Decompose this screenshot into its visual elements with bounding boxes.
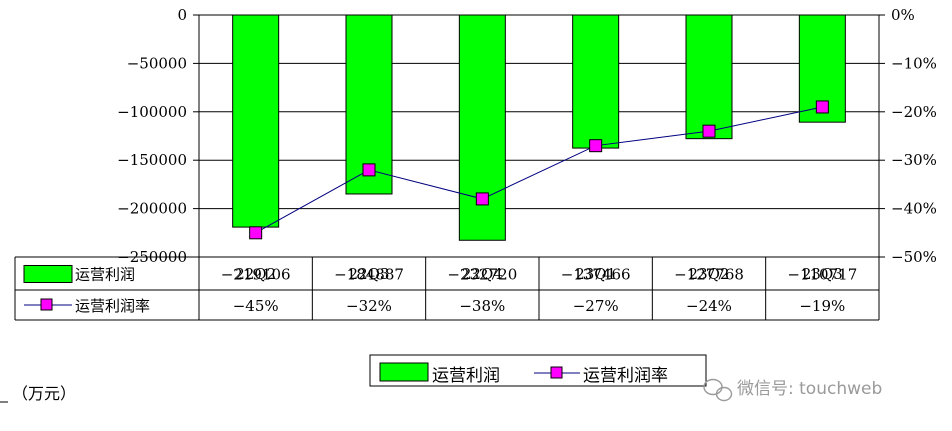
x-tick-label: 23Q1 xyxy=(575,265,616,283)
watermark-text: 微信号: touchweb xyxy=(737,379,882,399)
y2-tick-label: −20% xyxy=(891,103,937,121)
table-bar-swatch xyxy=(23,265,73,283)
bar-series xyxy=(232,14,846,241)
table-marker-swatch xyxy=(40,298,53,311)
legend-label-line: 运营利润率 xyxy=(583,366,668,386)
y-tick-label: −50000 xyxy=(127,54,187,72)
legend-box: 运营利润 运营利润率 xyxy=(369,354,707,387)
legend-marker-swatch xyxy=(550,366,563,379)
x-tick-label: 22Q2 xyxy=(235,265,276,283)
marker-22Q3 xyxy=(362,163,376,177)
y2-tick-label: −30% xyxy=(891,151,937,169)
table-row-label: 运营利润率 xyxy=(75,297,150,315)
marker-22Q2 xyxy=(249,226,263,240)
table-cell: −38% xyxy=(459,297,505,315)
table-row-label: 运营利润 xyxy=(75,266,135,284)
y2-tick-label: −50% xyxy=(891,248,937,266)
bar-23Q2 xyxy=(685,14,733,140)
table-cell: −27% xyxy=(573,297,619,315)
bar-23Q1 xyxy=(572,14,620,149)
table-cell: −137466 xyxy=(561,266,631,284)
y2-tick-label: −10% xyxy=(891,54,937,72)
x-tick-label: 22Q4 xyxy=(462,265,503,283)
table-cell: −110717 xyxy=(787,266,857,284)
grid-lines xyxy=(199,14,879,210)
bar-22Q2 xyxy=(232,14,280,228)
marker-23Q3 xyxy=(815,100,829,114)
data-table: 22Q2 22Q3 22Q4 23Q1 23Q2 23Q3 运营利润 −219106 −1848… xyxy=(14,256,880,321)
x-tick-label: 23Q2 xyxy=(689,265,730,283)
legend-bar-swatch xyxy=(379,362,429,382)
marker-22Q4 xyxy=(475,192,489,206)
table-cell: −232720 xyxy=(447,266,517,284)
y-tick-label: 0 xyxy=(177,6,187,24)
legend-label-bar: 运营利润 xyxy=(432,366,500,386)
bar-22Q4 xyxy=(458,14,506,241)
table-cell: −24% xyxy=(686,297,732,315)
y2-tick-label: 0% xyxy=(891,6,915,24)
wechat-icon xyxy=(703,378,733,402)
y-tick-label: −100000 xyxy=(117,103,187,121)
x-tick-label: 22Q3 xyxy=(349,265,390,283)
unit-note: （万元） xyxy=(12,384,76,403)
y-tick-label: −150000 xyxy=(117,151,187,169)
table-cell: −184887 xyxy=(334,266,404,284)
y-tick-label: −200000 xyxy=(117,200,187,218)
table-cell: −19% xyxy=(799,297,845,315)
y2-tick-label: −40% xyxy=(891,200,937,218)
x-tick-label: 23Q3 xyxy=(802,265,843,283)
marker-23Q2 xyxy=(702,124,716,138)
margin-line xyxy=(255,106,823,234)
table-cell: −32% xyxy=(346,297,392,315)
table-cell: −45% xyxy=(233,297,279,315)
marker-23Q1 xyxy=(589,139,603,153)
line-series xyxy=(249,100,829,240)
table-cell: −219106 xyxy=(221,266,291,284)
table-cell: −127768 xyxy=(674,266,744,284)
watermark: 微信号: touchweb xyxy=(703,378,882,402)
